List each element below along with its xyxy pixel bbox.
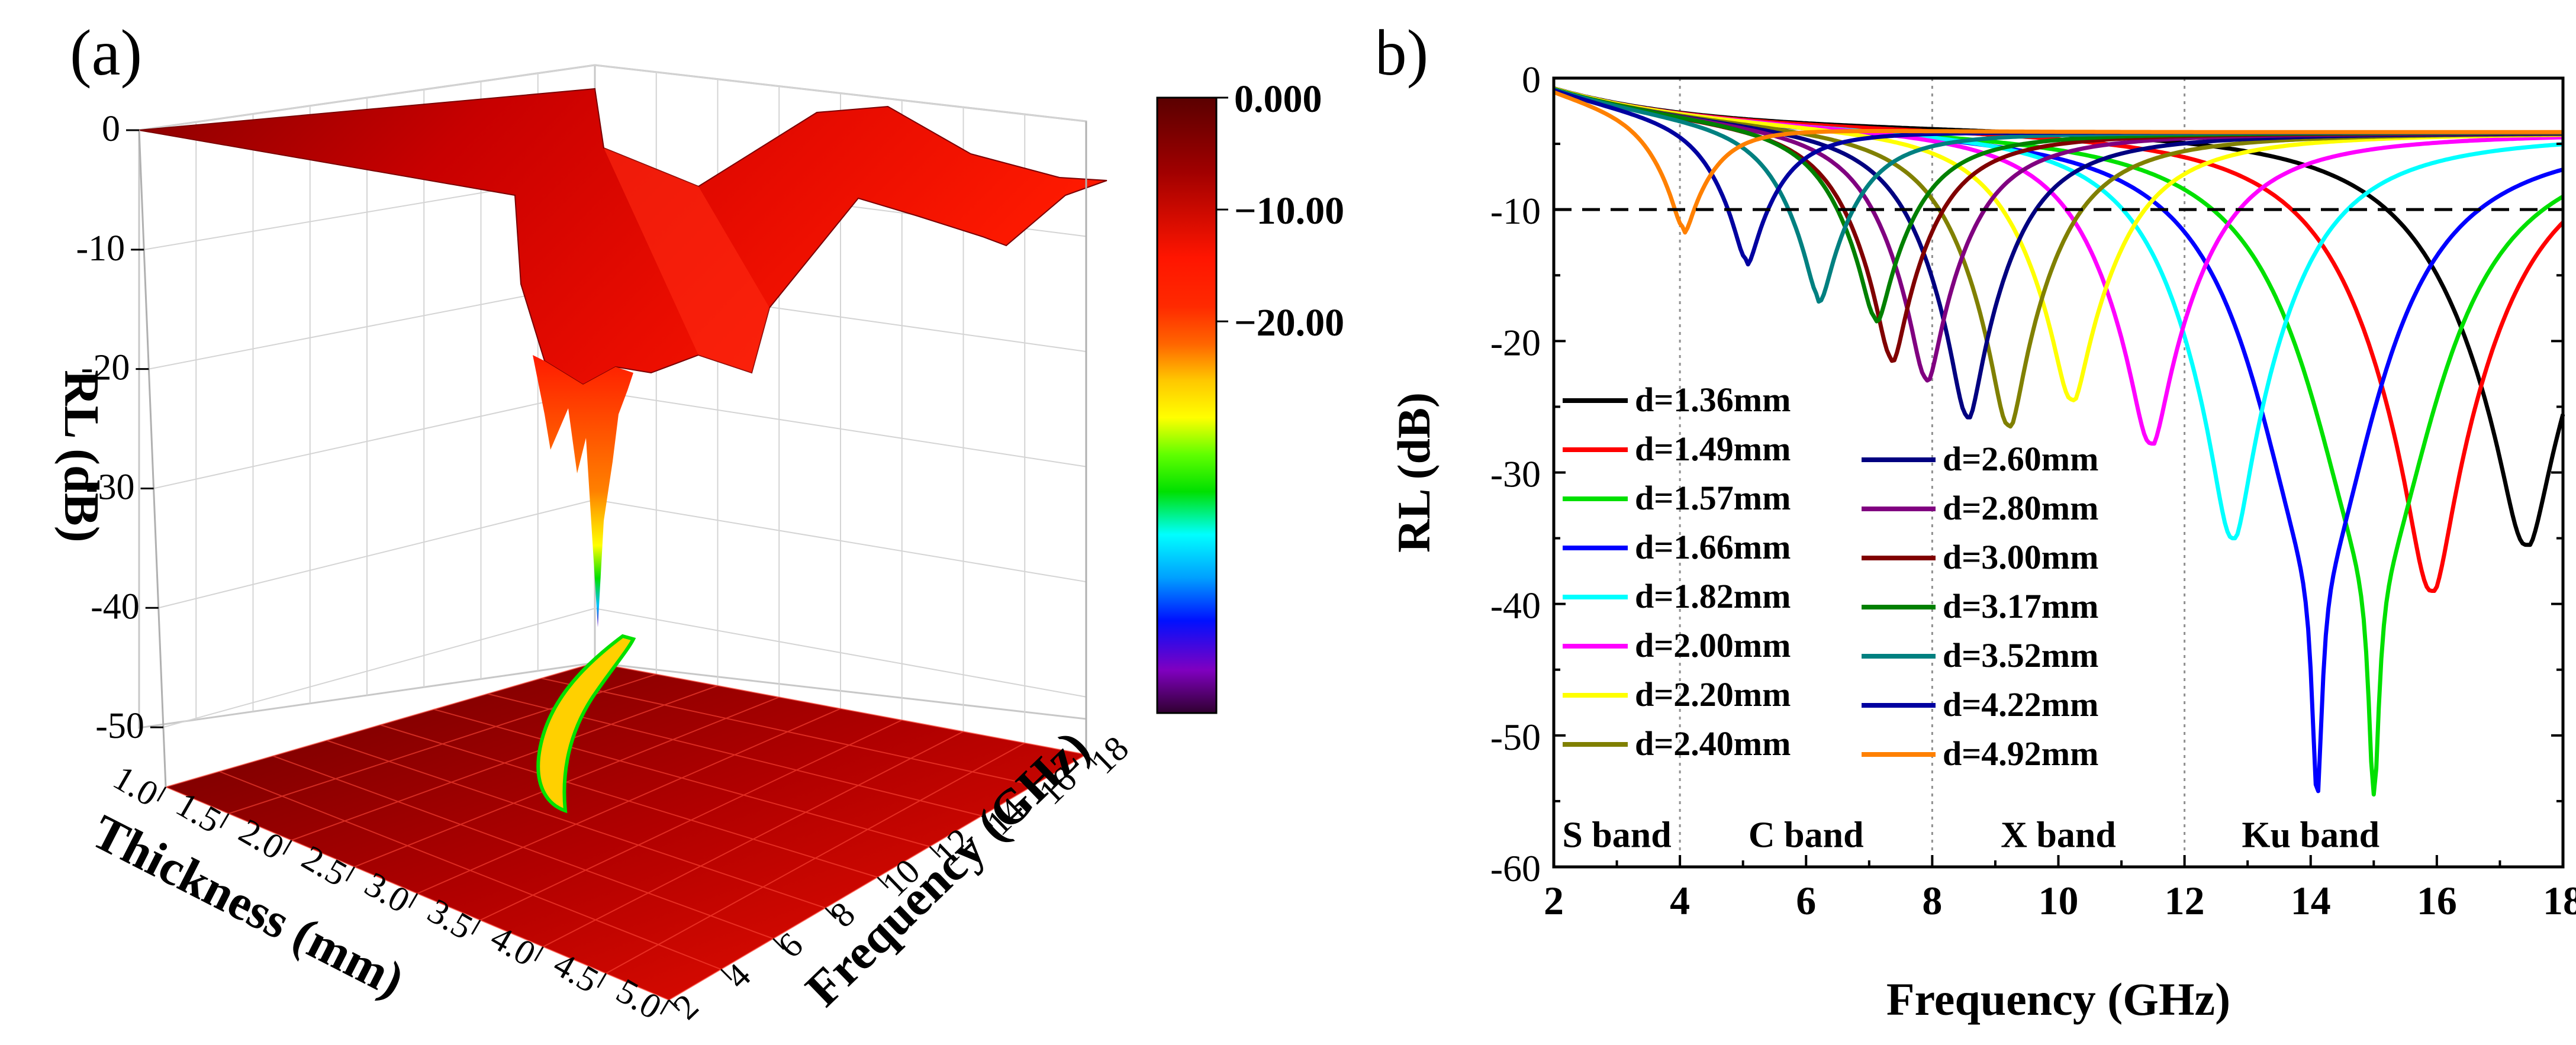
frequency-tick-mark [772,938,785,950]
legend-entry: d=2.00mm [1635,626,1791,665]
z-tick-label: -20 [81,348,130,388]
frequency-tick-mark [929,846,941,858]
legend-entry: d=2.80mm [1943,489,2098,527]
colorbar-label: −10.00 [1234,189,1344,233]
surface-absorption-pit [533,355,633,627]
legend-entry: d=1.57mm [1635,479,1791,517]
frequency-tick-label: 4 [718,956,758,996]
band-labels: S band C band X band Ku band [1562,815,2379,856]
band-label: X band [2001,815,2116,856]
y-tick-label: -10 [1490,190,1541,232]
3d-axes-front [138,121,1087,788]
legend-entry: d=3.00mm [1943,538,2098,576]
thickness-tick-mark [597,973,607,988]
thickness-tick-mark [345,866,356,882]
legend-entry: d=3.52mm [1943,636,2098,675]
floor-gridline [380,724,878,878]
legend-entry: d=4.92mm [1943,734,2098,773]
band-label: C band [1749,815,1864,856]
legend-entry: d=2.60mm [1943,440,2098,478]
rl-surface [139,88,1107,386]
z-tick-label: -40 [91,586,140,627]
z-axis-label: RL (dB) [54,370,109,543]
colorbar-label: 0.000 [1234,78,1322,121]
legend-entry: d=4.22mm [1943,685,2098,724]
z-tick-label: -10 [76,228,125,269]
legend-entry: d=1.82mm [1635,577,1791,615]
floor-gridline [326,740,826,909]
floor-gridline [541,678,1035,786]
z-gridline [139,64,1087,131]
panel-a-label: (a) [70,17,142,89]
legend-entry: d=1.49mm [1635,430,1791,468]
frequency-tick-mark [981,815,993,827]
z-tick-label: -50 [95,706,144,746]
z-tick-label: 0 [102,109,120,149]
thickness-tick-mark [659,999,670,1015]
legend: d=1.36mm d=1.49mm d=1.57mm d=1.66mm d=1.82mm… [1563,380,2098,773]
x-tick-label: 8 [1922,878,1942,923]
legend-entry: d=2.40mm [1635,724,1791,763]
frequency-tick-label: 6 [770,925,810,965]
surface-highlight [604,148,769,373]
x-axis-label: Frequency (GHz) [1886,973,2230,1025]
x-tick-label: 6 [1796,878,1816,923]
thickness-tick-mark [219,813,230,828]
floor-gridline [433,708,930,847]
legend-entry: d=1.36mm [1635,380,1791,419]
floor-gridlines [165,662,1087,1001]
z-axis-ticks: 0 -10 -20 -30 -40 -50 [76,109,163,746]
frequency-tick-mark [668,999,681,1012]
x-tick-label: 10 [2039,878,2079,923]
thickness-tick-mark [282,840,292,855]
band-label: Ku band [2242,815,2379,856]
y-axis-label: RL (dB) [1388,392,1440,553]
y-tick-label: -20 [1490,321,1541,363]
x-tick-label: 2 [1544,878,1564,923]
y-tick-label: -40 [1490,585,1541,627]
frequency-tick-mark [825,907,837,920]
y-tick-label: 0 [1522,59,1541,101]
thickness-tick-mark [156,786,167,802]
legend-entry: d=1.66mm [1635,528,1791,566]
panel-b-label: (b) [1379,17,1428,89]
thickness-tick-mark [408,893,418,908]
floor-absorption-band [536,634,636,814]
colorbar [1156,96,1218,714]
rl-curve [1553,87,2563,324]
colorbar-labels: 0.000 −10.00 −20.00 [1216,78,1344,344]
y-tick-label: -60 [1490,847,1541,889]
panel-b-line-chart: (b) 2 4 6 8 10 12 14 16 18 0 -10 -20 -30 -40 -50 -60 d=… [1379,17,2576,1025]
x-tick-label: 16 [2417,878,2457,923]
x-tick-label: 12 [2165,878,2205,923]
frequency-tick-mark [1033,784,1045,796]
x-tick-label: 18 [2543,878,2576,923]
rl-curve [1553,90,2563,235]
x-tick-label: 14 [2291,878,2331,923]
thickness-tick-label: 1.0 [107,758,165,814]
legend-entry: d=2.20mm [1635,675,1791,714]
y-tick-label: -30 [1490,453,1541,495]
z-tick-label: -30 [86,467,135,507]
band-label: S band [1562,815,1671,856]
frequency-tick-label: 2 [666,986,706,1027]
floor-gridline [272,755,774,940]
legend-entry: d=3.17mm [1943,587,2098,625]
floor-gridline [219,770,722,970]
frequency-tick-mark [877,876,889,889]
y-tick-label: -50 [1490,716,1541,758]
z-gridline [163,608,1087,728]
axis-ticks: 2 4 6 8 10 12 14 16 18 0 -10 -20 -30 -40 -50 -60 [1490,59,2576,923]
thickness-tick-mark [534,946,544,962]
panel-a-surface-plot: (a) 0-10-20-30-40-50 1.0 1.5 2.0 2.5 3.0 3.5 4… [54,17,1344,1027]
x-tick-label: 4 [1670,878,1690,923]
frequency-tick-mark [720,969,733,981]
frequency-tick-mark [1085,753,1098,766]
thickness-tick-mark [471,920,481,935]
floor-gridline [594,662,1087,755]
colorbar-label: −20.00 [1234,301,1344,344]
rl-curves [1553,86,2565,797]
